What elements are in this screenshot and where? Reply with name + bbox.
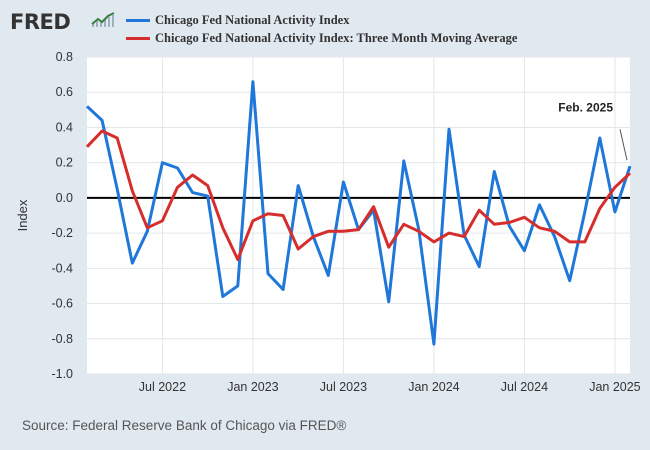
y-tick-label: 0.2	[56, 156, 73, 170]
y-tick-label: 0.8	[56, 50, 73, 64]
legend-swatch-red	[126, 36, 150, 40]
legend-label: Chicago Fed National Activity Index: Thr…	[155, 30, 518, 45]
x-tick-label: Jul 2024	[501, 380, 548, 394]
x-tick-label: Jan 2025	[589, 380, 640, 394]
y-tick-label: -1.0	[51, 367, 73, 381]
legend-label: Chicago Fed National Activity Index	[155, 12, 350, 27]
x-tick-label: Jul 2022	[139, 380, 186, 394]
line-chart: 0.8 0.6 0.4 0.2 0.0 -0.2 -0.4 -0.6 -0.8 -1.0 Jul 2…	[15, 50, 641, 394]
x-tick-label: Jan 2024	[408, 380, 459, 394]
y-tick-label: 0.0	[56, 191, 73, 205]
y-tick-label: 0.6	[56, 85, 73, 99]
y-tick-label: 0.4	[56, 120, 73, 134]
source-note: Source: Federal Reserve Bank of Chicago …	[22, 418, 347, 433]
fred-logo[interactable]: FRED	[10, 9, 116, 35]
y-tick-label: -0.6	[51, 297, 73, 311]
annotation-label: Feb. 2025	[558, 101, 613, 115]
y-tick-label: -0.4	[51, 261, 73, 275]
fred-logo-text: FRED	[10, 10, 71, 34]
chart-legend: Chicago Fed National Activity Index Chic…	[126, 11, 517, 47]
x-tick-label: Jan 2023	[227, 380, 278, 394]
trend-line-icon	[90, 11, 116, 31]
y-axis-label: Index	[15, 199, 30, 231]
x-tick-label: Jul 2023	[320, 380, 367, 394]
legend-swatch-blue	[126, 18, 150, 22]
legend-item-cfnai-ma3[interactable]: Chicago Fed National Activity Index: Thr…	[126, 29, 517, 47]
y-tick-label: -0.8	[51, 332, 73, 346]
legend-item-cfnai[interactable]: Chicago Fed National Activity Index	[126, 11, 517, 29]
chart-header: FRED Chicago Fed National Activity Index…	[0, 0, 650, 56]
y-tick-label: -0.2	[51, 226, 73, 240]
annotation-leader-line	[619, 129, 628, 161]
series-line-cfnai-ma3	[85, 129, 632, 261]
plot-area	[87, 57, 630, 374]
